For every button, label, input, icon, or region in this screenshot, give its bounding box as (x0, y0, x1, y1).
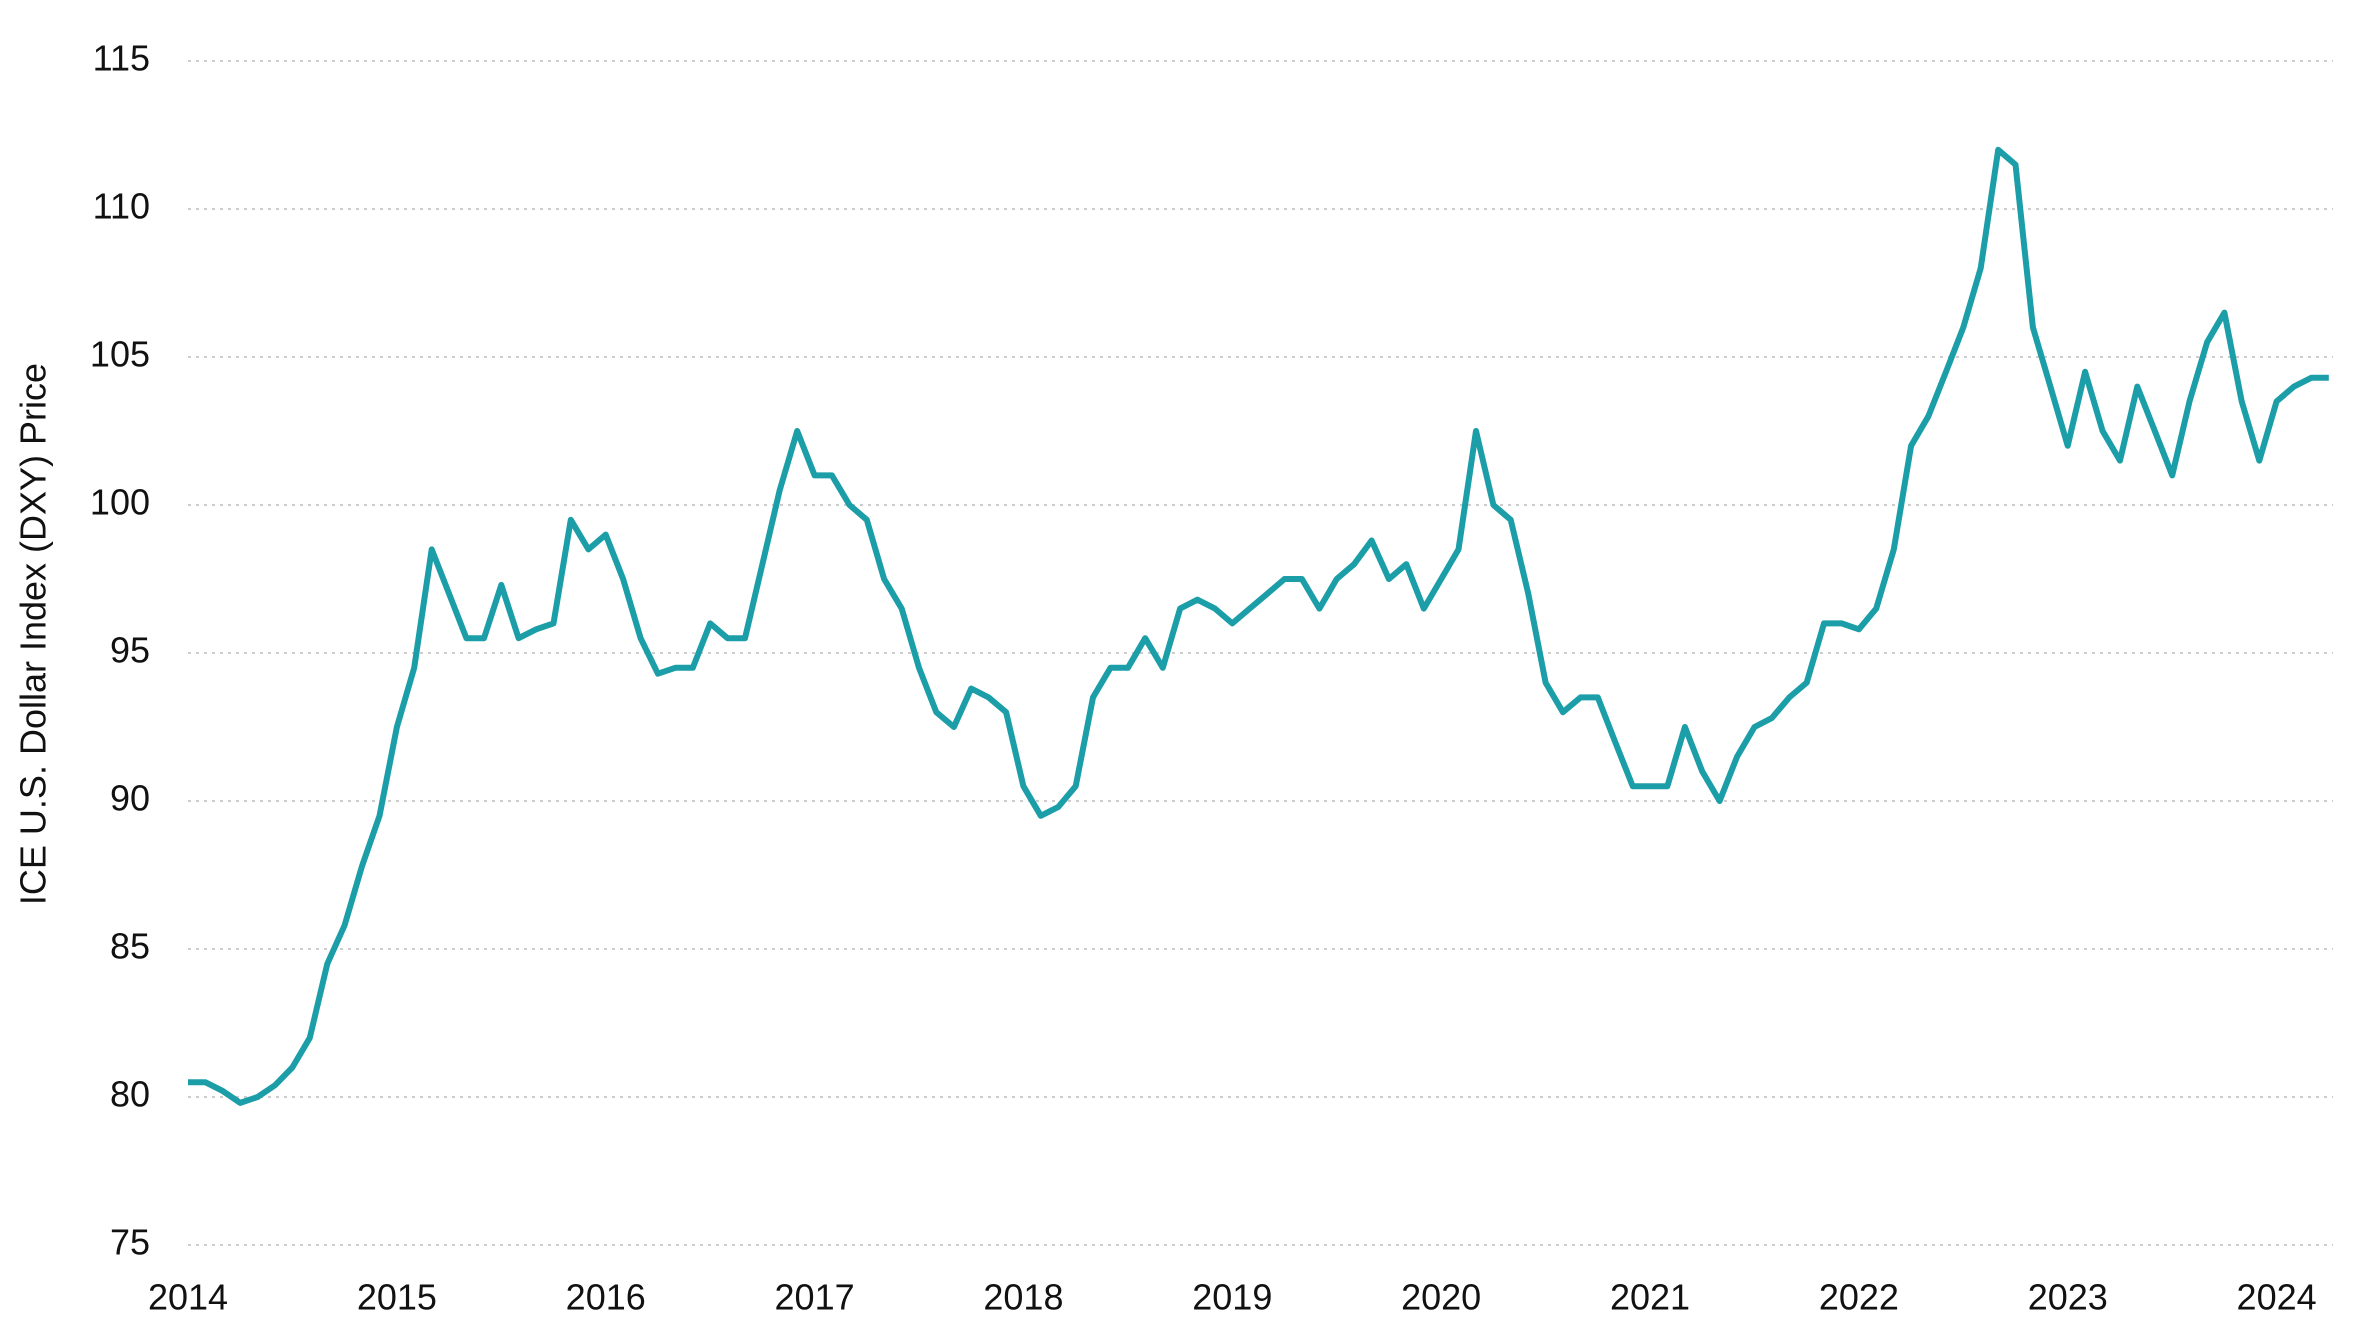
x-tick-label: 2023 (2028, 1277, 2108, 1318)
y-tick-label: 75 (110, 1222, 150, 1263)
y-tick-label: 80 (110, 1074, 150, 1115)
x-tick-label: 2019 (1192, 1277, 1272, 1318)
x-tick-label: 2024 (2237, 1277, 2317, 1318)
y-tick-label: 90 (110, 778, 150, 819)
y-axis-label: ICE U.S. Dollar Index (DXY) Price (13, 363, 54, 905)
x-tick-label: 2018 (983, 1277, 1063, 1318)
x-tick-label: 2014 (148, 1277, 228, 1318)
x-tick-label: 2015 (357, 1277, 437, 1318)
x-tick-label: 2020 (1401, 1277, 1481, 1318)
y-tick-label: 105 (90, 334, 150, 375)
x-tick-label: 2017 (775, 1277, 855, 1318)
x-tick-label: 2022 (1819, 1277, 1899, 1318)
y-tick-label: 95 (110, 630, 150, 671)
y-tick-label: 110 (93, 186, 150, 227)
x-tick-label: 2016 (566, 1277, 646, 1318)
line-series (188, 146, 2329, 1106)
y-tick-label: 100 (90, 482, 150, 523)
y-tick-label: 85 (110, 926, 150, 967)
x-tick-label: 2021 (1610, 1277, 1690, 1318)
y-tick-label: 115 (93, 38, 150, 79)
